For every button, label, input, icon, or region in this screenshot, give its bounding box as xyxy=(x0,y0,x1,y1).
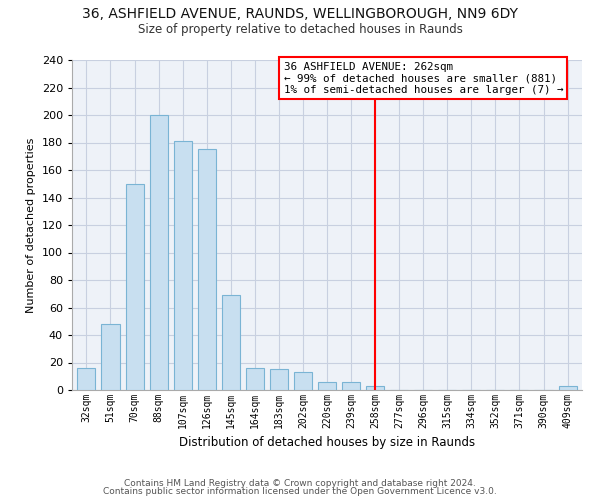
Y-axis label: Number of detached properties: Number of detached properties xyxy=(26,138,36,312)
Bar xyxy=(222,295,240,390)
Bar xyxy=(101,324,119,390)
Bar xyxy=(318,382,336,390)
Text: Contains public sector information licensed under the Open Government Licence v3: Contains public sector information licen… xyxy=(103,487,497,496)
Bar xyxy=(149,115,167,390)
Text: 36, ASHFIELD AVENUE, RAUNDS, WELLINGBOROUGH, NN9 6DY: 36, ASHFIELD AVENUE, RAUNDS, WELLINGBORO… xyxy=(82,8,518,22)
Bar xyxy=(366,386,384,390)
Bar xyxy=(294,372,312,390)
X-axis label: Distribution of detached houses by size in Raunds: Distribution of detached houses by size … xyxy=(179,436,475,450)
Bar xyxy=(559,386,577,390)
Text: 36 ASHFIELD AVENUE: 262sqm
← 99% of detached houses are smaller (881)
1% of semi: 36 ASHFIELD AVENUE: 262sqm ← 99% of deta… xyxy=(284,62,563,95)
Text: Contains HM Land Registry data © Crown copyright and database right 2024.: Contains HM Land Registry data © Crown c… xyxy=(124,478,476,488)
Text: Size of property relative to detached houses in Raunds: Size of property relative to detached ho… xyxy=(137,22,463,36)
Bar xyxy=(270,370,288,390)
Bar xyxy=(77,368,95,390)
Bar xyxy=(246,368,264,390)
Bar xyxy=(197,150,216,390)
Bar xyxy=(125,184,143,390)
Bar xyxy=(173,141,191,390)
Bar xyxy=(342,382,360,390)
